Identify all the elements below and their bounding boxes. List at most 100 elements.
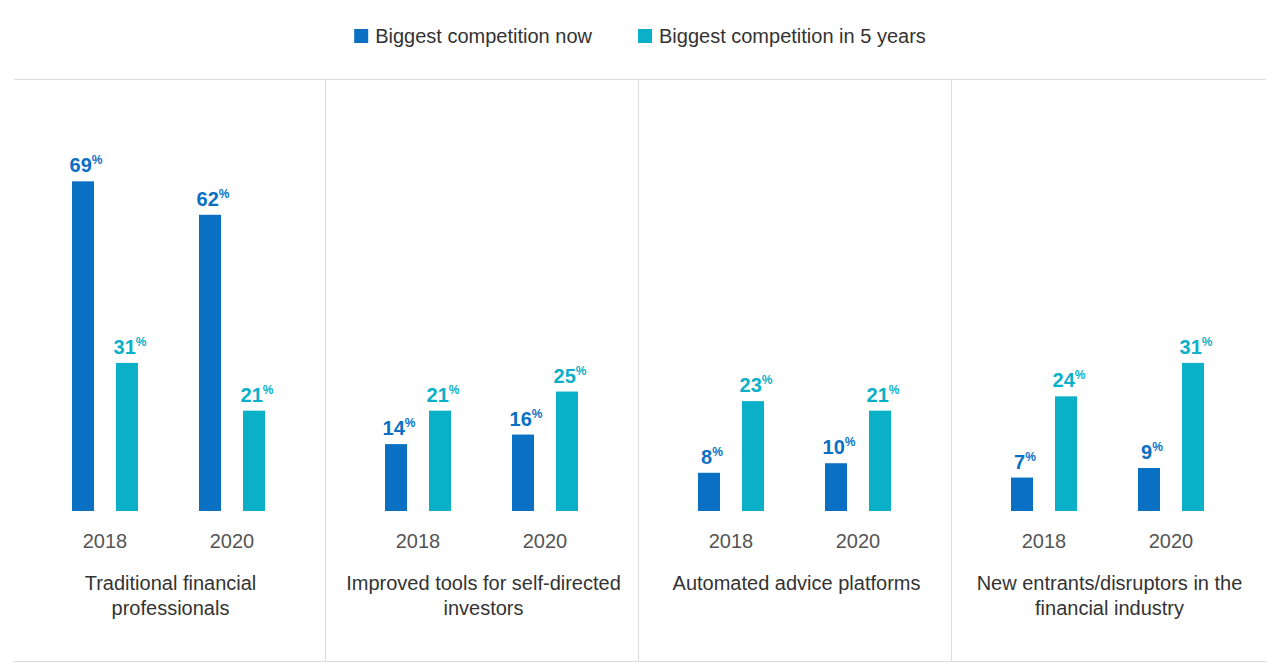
bar xyxy=(199,215,221,511)
bar xyxy=(1138,468,1160,511)
data-label: 23% xyxy=(740,373,773,396)
bar xyxy=(1182,363,1204,511)
legend-swatch xyxy=(638,29,652,43)
x-tick-label: 2020 xyxy=(836,530,881,552)
data-label: 16% xyxy=(510,407,543,430)
data-label-number: 8 xyxy=(701,446,712,468)
bar xyxy=(1055,396,1077,511)
data-label-number: 21 xyxy=(867,384,889,406)
data-label-number: 25 xyxy=(554,365,576,387)
x-tick-label: 2018 xyxy=(709,530,754,552)
panel-title-line: Improved tools for self-directed xyxy=(346,572,621,594)
data-label: 69% xyxy=(70,153,103,176)
panel-title: Improved tools for self-directed investor… xyxy=(346,572,621,619)
panel-title: New entrants/disruptors in the financial … xyxy=(977,572,1243,619)
data-label: 9% xyxy=(1141,440,1163,463)
data-label-number: 9 xyxy=(1141,441,1152,463)
panel-title: Traditional financial professionals xyxy=(85,572,257,619)
data-label-number: 24 xyxy=(1053,369,1076,391)
data-label: 21% xyxy=(867,383,900,406)
x-tick-label: 2020 xyxy=(523,530,568,552)
data-label-number: 31 xyxy=(114,336,136,358)
x-tick-label: 2018 xyxy=(1022,530,1067,552)
panel-title-line: financial industry xyxy=(1035,597,1184,619)
x-tick-label: 2018 xyxy=(83,530,128,552)
panel: 69%31%62%21%20182020Traditional financia… xyxy=(70,153,274,619)
data-label-number: 21 xyxy=(241,384,263,406)
data-label-unit: % xyxy=(136,335,147,349)
panel-title-line: New entrants/disruptors in the xyxy=(977,572,1243,594)
bar xyxy=(385,444,407,511)
bar xyxy=(825,463,847,511)
bars xyxy=(1011,363,1204,511)
data-label-unit: % xyxy=(762,373,773,387)
data-label-number: 69 xyxy=(70,154,92,176)
legend-swatch xyxy=(354,29,368,43)
data-label-unit: % xyxy=(263,383,274,397)
data-label-number: 21 xyxy=(427,384,449,406)
frame-bottom xyxy=(14,661,1266,662)
data-label-unit: % xyxy=(219,187,230,201)
data-labels: 7%24%9%31% xyxy=(1014,335,1213,473)
data-label-number: 16 xyxy=(510,408,532,430)
data-label-number: 31 xyxy=(1180,336,1202,358)
data-label: 14% xyxy=(383,416,416,439)
panel-title-line: investors xyxy=(443,597,523,619)
data-label-number: 7 xyxy=(1014,451,1025,473)
x-tick-label: 2020 xyxy=(1149,530,1194,552)
data-label-number: 62 xyxy=(197,188,219,210)
x-tick-label: 2020 xyxy=(210,530,255,552)
panel-title-line: Traditional financial xyxy=(85,572,257,594)
data-labels: 14%21%16%25% xyxy=(383,364,587,440)
data-label-unit: % xyxy=(1152,440,1163,454)
panel-title: Automated advice platforms xyxy=(673,572,921,594)
panel: 14%21%16%25%20182020Improved tools for s… xyxy=(346,364,621,619)
data-label: 7% xyxy=(1014,450,1036,473)
legend: Biggest competition now Biggest competiti… xyxy=(354,25,926,47)
bar xyxy=(429,411,451,511)
panel: 7%24%9%31%20182020New entrants/disruptor… xyxy=(977,335,1243,619)
bar xyxy=(698,473,720,511)
panel-title-line: Automated advice platforms xyxy=(673,572,921,594)
data-label: 24% xyxy=(1053,368,1086,391)
data-label: 21% xyxy=(427,383,460,406)
legend-label: Biggest competition in 5 years xyxy=(659,25,926,47)
bar xyxy=(72,181,94,511)
data-label-unit: % xyxy=(405,416,416,430)
data-label-unit: % xyxy=(845,435,856,449)
data-label-unit: % xyxy=(576,364,587,378)
bar xyxy=(512,435,534,511)
data-label: 8% xyxy=(701,445,723,468)
legend-label: Biggest competition now xyxy=(375,25,592,47)
bar xyxy=(742,401,764,511)
bar xyxy=(869,411,891,511)
data-label: 10% xyxy=(823,435,856,458)
bars xyxy=(698,401,891,511)
data-label: 25% xyxy=(554,364,587,387)
data-label-unit: % xyxy=(92,153,103,167)
data-label: 31% xyxy=(114,335,147,358)
data-labels: 69%31%62%21% xyxy=(70,153,274,405)
data-label: 31% xyxy=(1180,335,1213,358)
data-label: 62% xyxy=(197,187,230,210)
data-label-unit: % xyxy=(1202,335,1213,349)
panel-divider xyxy=(951,80,952,662)
data-label-number: 10 xyxy=(823,436,845,458)
data-label-number: 23 xyxy=(740,374,762,396)
bar xyxy=(556,392,578,511)
panel-title-line: professionals xyxy=(112,597,230,619)
x-tick-label: 2018 xyxy=(396,530,441,552)
panel: 8%23%10%21%20182020Automated advice plat… xyxy=(673,373,921,594)
data-label: 21% xyxy=(241,383,274,406)
data-label-unit: % xyxy=(1075,368,1086,382)
bar xyxy=(1011,478,1033,511)
chart-root: Biggest competition now Biggest competiti… xyxy=(0,0,1280,671)
frame-top xyxy=(14,79,1266,80)
data-label-unit: % xyxy=(449,383,460,397)
data-label-unit: % xyxy=(1025,450,1036,464)
bar xyxy=(116,363,138,511)
data-label-number: 14 xyxy=(383,417,406,439)
bars xyxy=(385,392,578,511)
data-label-unit: % xyxy=(889,383,900,397)
bars xyxy=(72,181,265,511)
